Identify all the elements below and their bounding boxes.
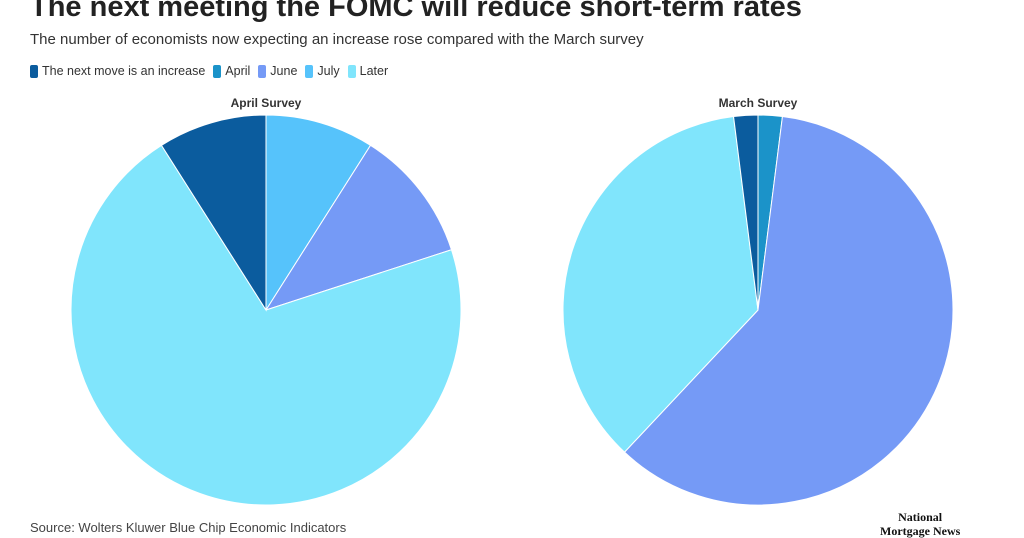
legend-label: The next move is an increase [42, 64, 206, 78]
source-note: Source: Wolters Kluwer Blue Chip Economi… [30, 520, 347, 535]
pie-title: April Survey [231, 96, 302, 110]
legend-swatch [305, 64, 314, 78]
chart-subtitle: The number of economists now expecting a… [30, 31, 644, 48]
pie-slice-the-next-move-is-an-increase [733, 114, 759, 311]
legend-label: July [317, 64, 340, 78]
legend: The next move is an increase April June Jul… [30, 64, 388, 78]
legend-swatch [258, 64, 267, 78]
pie-slice-june [264, 144, 453, 311]
pie-slice-later [562, 115, 759, 453]
legend-swatch [347, 64, 356, 78]
logo-line2: Mortgage News [880, 524, 961, 538]
legend-swatch [213, 64, 222, 78]
legend-swatch [30, 64, 38, 78]
pie-slice-june [623, 115, 954, 506]
legend-item: April [213, 64, 250, 78]
legend-label: April [225, 64, 251, 78]
legend-item: June [258, 64, 297, 78]
pie-slice-later [70, 144, 462, 506]
pie-slice-the-next-move-is-an-increase [160, 114, 267, 312]
legend-label: Later [359, 64, 389, 78]
logo: National Mortgage News [880, 510, 960, 538]
legend-item: July [305, 64, 340, 78]
pie-slice-july [265, 114, 372, 312]
chart-title: The next meeting the FOMC will reduce sh… [30, 0, 802, 23]
legend-item: Later [347, 64, 389, 78]
pie-title: March Survey [719, 96, 798, 110]
legend-label: June [270, 64, 298, 78]
legend-item: The next move is an increase [30, 64, 205, 78]
logo-line1: National [898, 510, 943, 524]
